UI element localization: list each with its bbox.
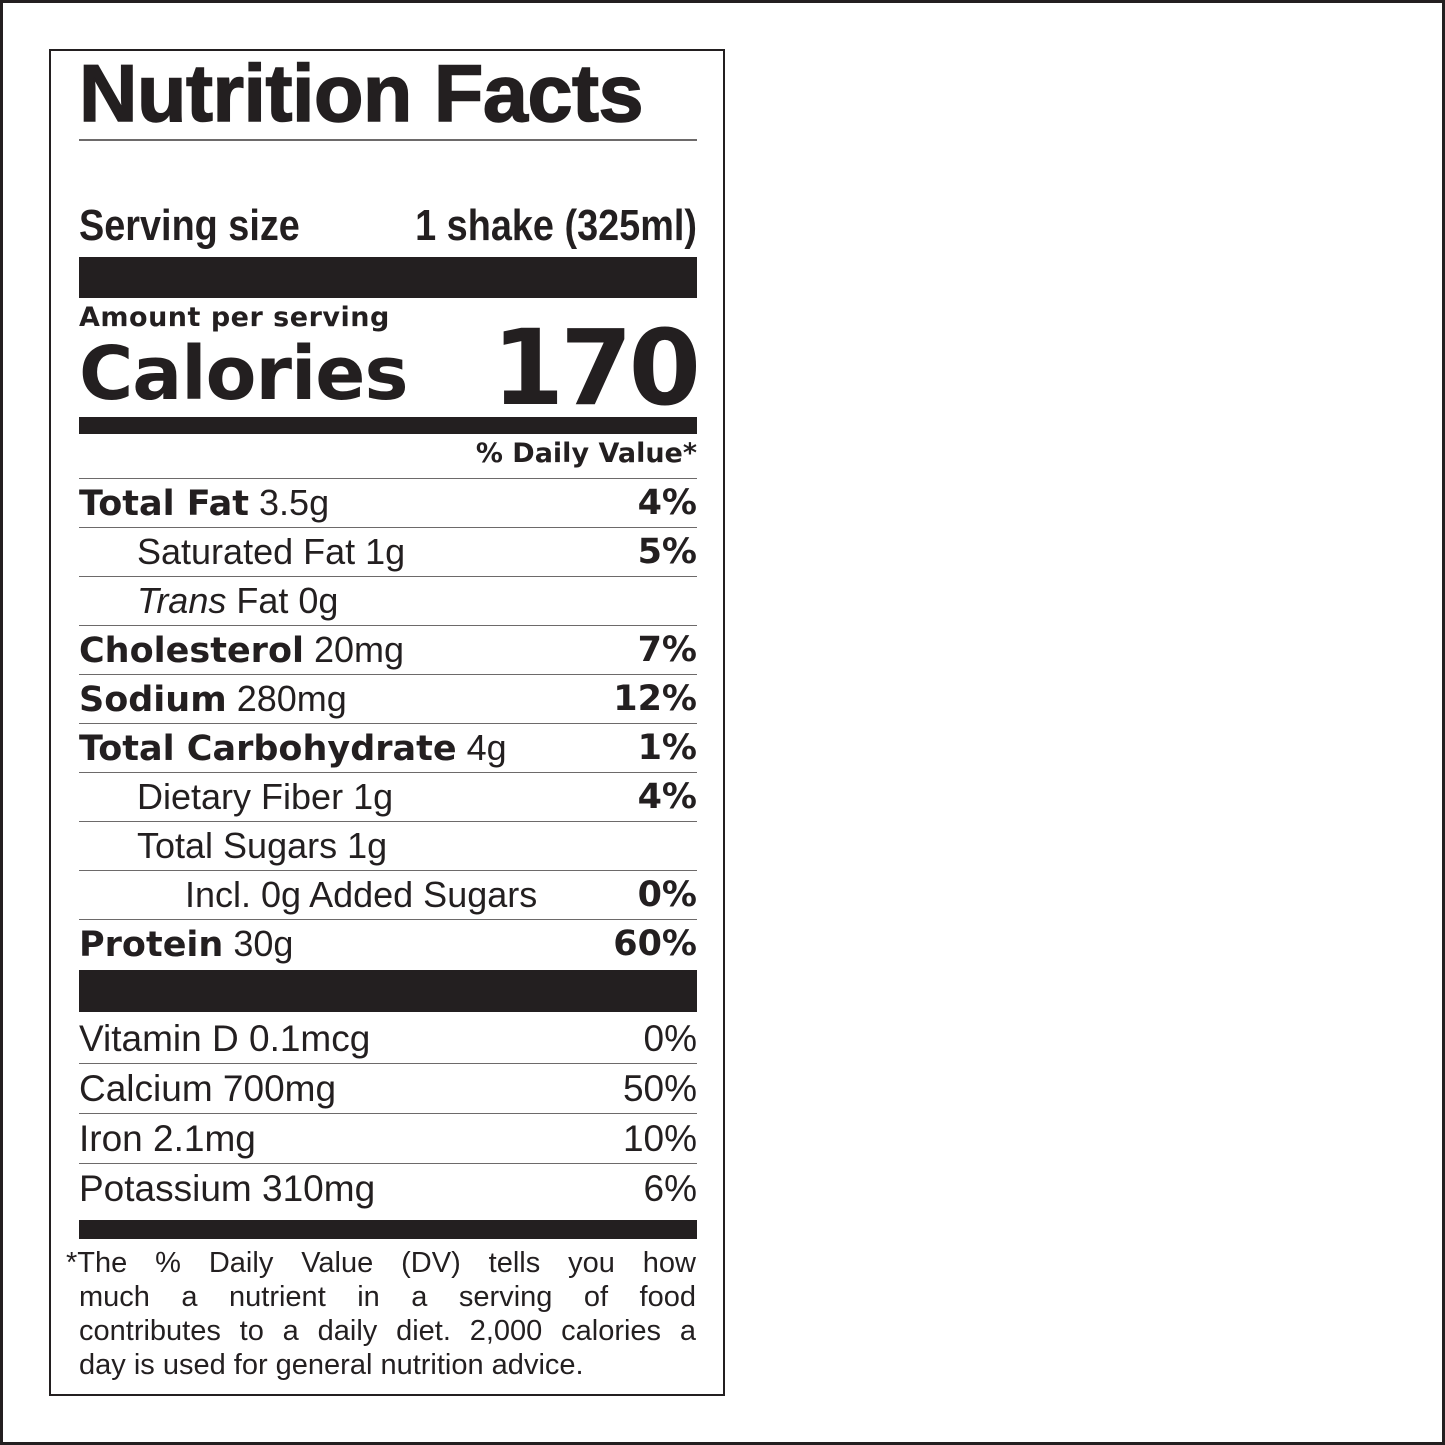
footnote: *The % Daily Value (DV) tells you how mu…: [66, 1246, 696, 1382]
nutrient-row-dietary-fiber: Dietary Fiber 1g 4%: [79, 772, 697, 821]
nutrient-row-total-fat: Total Fat 3.5g 4%: [79, 478, 697, 527]
vitamin-name: Calcium 700mg: [79, 1067, 337, 1109]
medium-divider: [79, 1220, 697, 1239]
nutrient-dv: 5%: [637, 532, 697, 572]
nutrient-name: Sodium: [79, 680, 227, 720]
vitamin-row-calcium: Calcium 700mg 50%: [79, 1064, 697, 1114]
vitamin-dv: 6%: [643, 1167, 697, 1209]
calories-value: 170: [491, 307, 701, 429]
nutrient-row-cholesterol: Cholesterol 20mg 7%: [79, 625, 697, 674]
vitamin-row-potassium: Potassium 310mg 6%: [79, 1164, 697, 1213]
nutrient-amount: 1g: [365, 531, 406, 572]
nutrient-row-total-sugars: Total Sugars 1g: [79, 821, 697, 870]
vitamin-name: Potassium 310mg: [79, 1167, 376, 1209]
nutrient-name: Total Sugars: [137, 825, 338, 866]
nutrient-dv: 7%: [637, 630, 697, 670]
calories-row: Calories 170: [79, 307, 701, 429]
nutrient-row-trans-fat: Trans Fat 0g: [79, 576, 697, 625]
footnote-line: much a nutrient in a serving of food: [79, 1281, 696, 1313]
calories-label: Calories: [79, 331, 409, 417]
amount-per-serving: Amount per serving: [79, 302, 390, 333]
serving-size-value: 1 shake (325ml): [415, 200, 697, 250]
vitamin-dv: 0%: [643, 1017, 697, 1059]
nutrient-dv: 1%: [637, 728, 697, 768]
nutrient-dv: 0%: [637, 875, 697, 915]
nutrient-amount: 3.5g: [259, 482, 330, 523]
nutrient-table: Total Fat 3.5g 4% Saturated Fat 1g 5% Tr…: [79, 478, 697, 968]
nutrient-row-protein: Protein 30g 60%: [79, 919, 697, 968]
nutrient-amount: 30g: [233, 923, 294, 964]
nutrient-amount: 280mg: [236, 678, 347, 719]
nutrient-name: Dietary Fiber: [137, 776, 344, 817]
nutrient-amount: 20mg: [314, 629, 405, 670]
footnote-line: contributes to a daily diet. 2,000 calor…: [79, 1315, 696, 1347]
vitamin-name: Vitamin D 0.1mcg: [79, 1017, 371, 1059]
nutrient-name: Fat: [236, 580, 289, 621]
vitamin-row-vitamin-d: Vitamin D 0.1mcg 0%: [79, 1014, 697, 1064]
thick-divider: [79, 257, 697, 298]
nutrient-dv: 60%: [613, 924, 697, 964]
footnote-line: *The % Daily Value (DV) tells you how: [66, 1247, 696, 1279]
medium-divider: [79, 417, 697, 434]
nutrient-name-italic: Trans: [137, 580, 227, 621]
vitamin-table: Vitamin D 0.1mcg 0% Calcium 700mg 50% Iron…: [79, 1014, 697, 1213]
serving-size: Serving size 1 shake (325ml): [79, 198, 697, 253]
nutrient-name: Total Fat: [79, 484, 250, 524]
nutrition-label: [49, 49, 725, 1396]
nutrient-row-added-sugars: Incl. 0g Added Sugars 0%: [79, 870, 697, 919]
nutrient-amount: 1g: [347, 825, 388, 866]
vitamin-dv: 50%: [622, 1067, 697, 1109]
vitamin-dv: 10%: [622, 1117, 697, 1159]
vitamin-row-iron: Iron 2.1mg 10%: [79, 1114, 697, 1164]
nutrient-name: Protein: [79, 925, 224, 965]
serving-size-label: Serving size: [79, 200, 300, 250]
nutrient-name: Cholesterol: [79, 631, 304, 671]
vitamin-name: Iron 2.1mg: [79, 1117, 256, 1159]
nutrient-name: Total Carbohydrate: [79, 729, 457, 769]
nutrient-name: Saturated Fat: [137, 531, 356, 572]
footnote-line: day is used for general nutrition advice…: [79, 1349, 584, 1381]
nutrient-dv: 12%: [613, 679, 697, 719]
thick-divider: [79, 970, 697, 1012]
label-title: Nutrition Facts: [78, 49, 644, 139]
nutrient-amount: 0g: [298, 580, 339, 621]
nutrient-amount: 4g: [466, 727, 507, 768]
nutrient-row-saturated-fat: Saturated Fat 1g 5%: [79, 527, 697, 576]
nutrient-dv: 4%: [637, 483, 697, 523]
nutrient-name: Incl. 0g Added Sugars: [185, 874, 538, 915]
nutrient-dv: 4%: [637, 777, 697, 817]
nutrient-amount: 1g: [353, 776, 394, 817]
daily-value-header: % Daily Value*: [475, 438, 697, 469]
divider: [79, 139, 697, 141]
nutrient-row-total-carbohydrate: Total Carbohydrate 4g 1%: [79, 723, 697, 772]
nutrient-row-sodium: Sodium 280mg 12%: [79, 674, 697, 723]
